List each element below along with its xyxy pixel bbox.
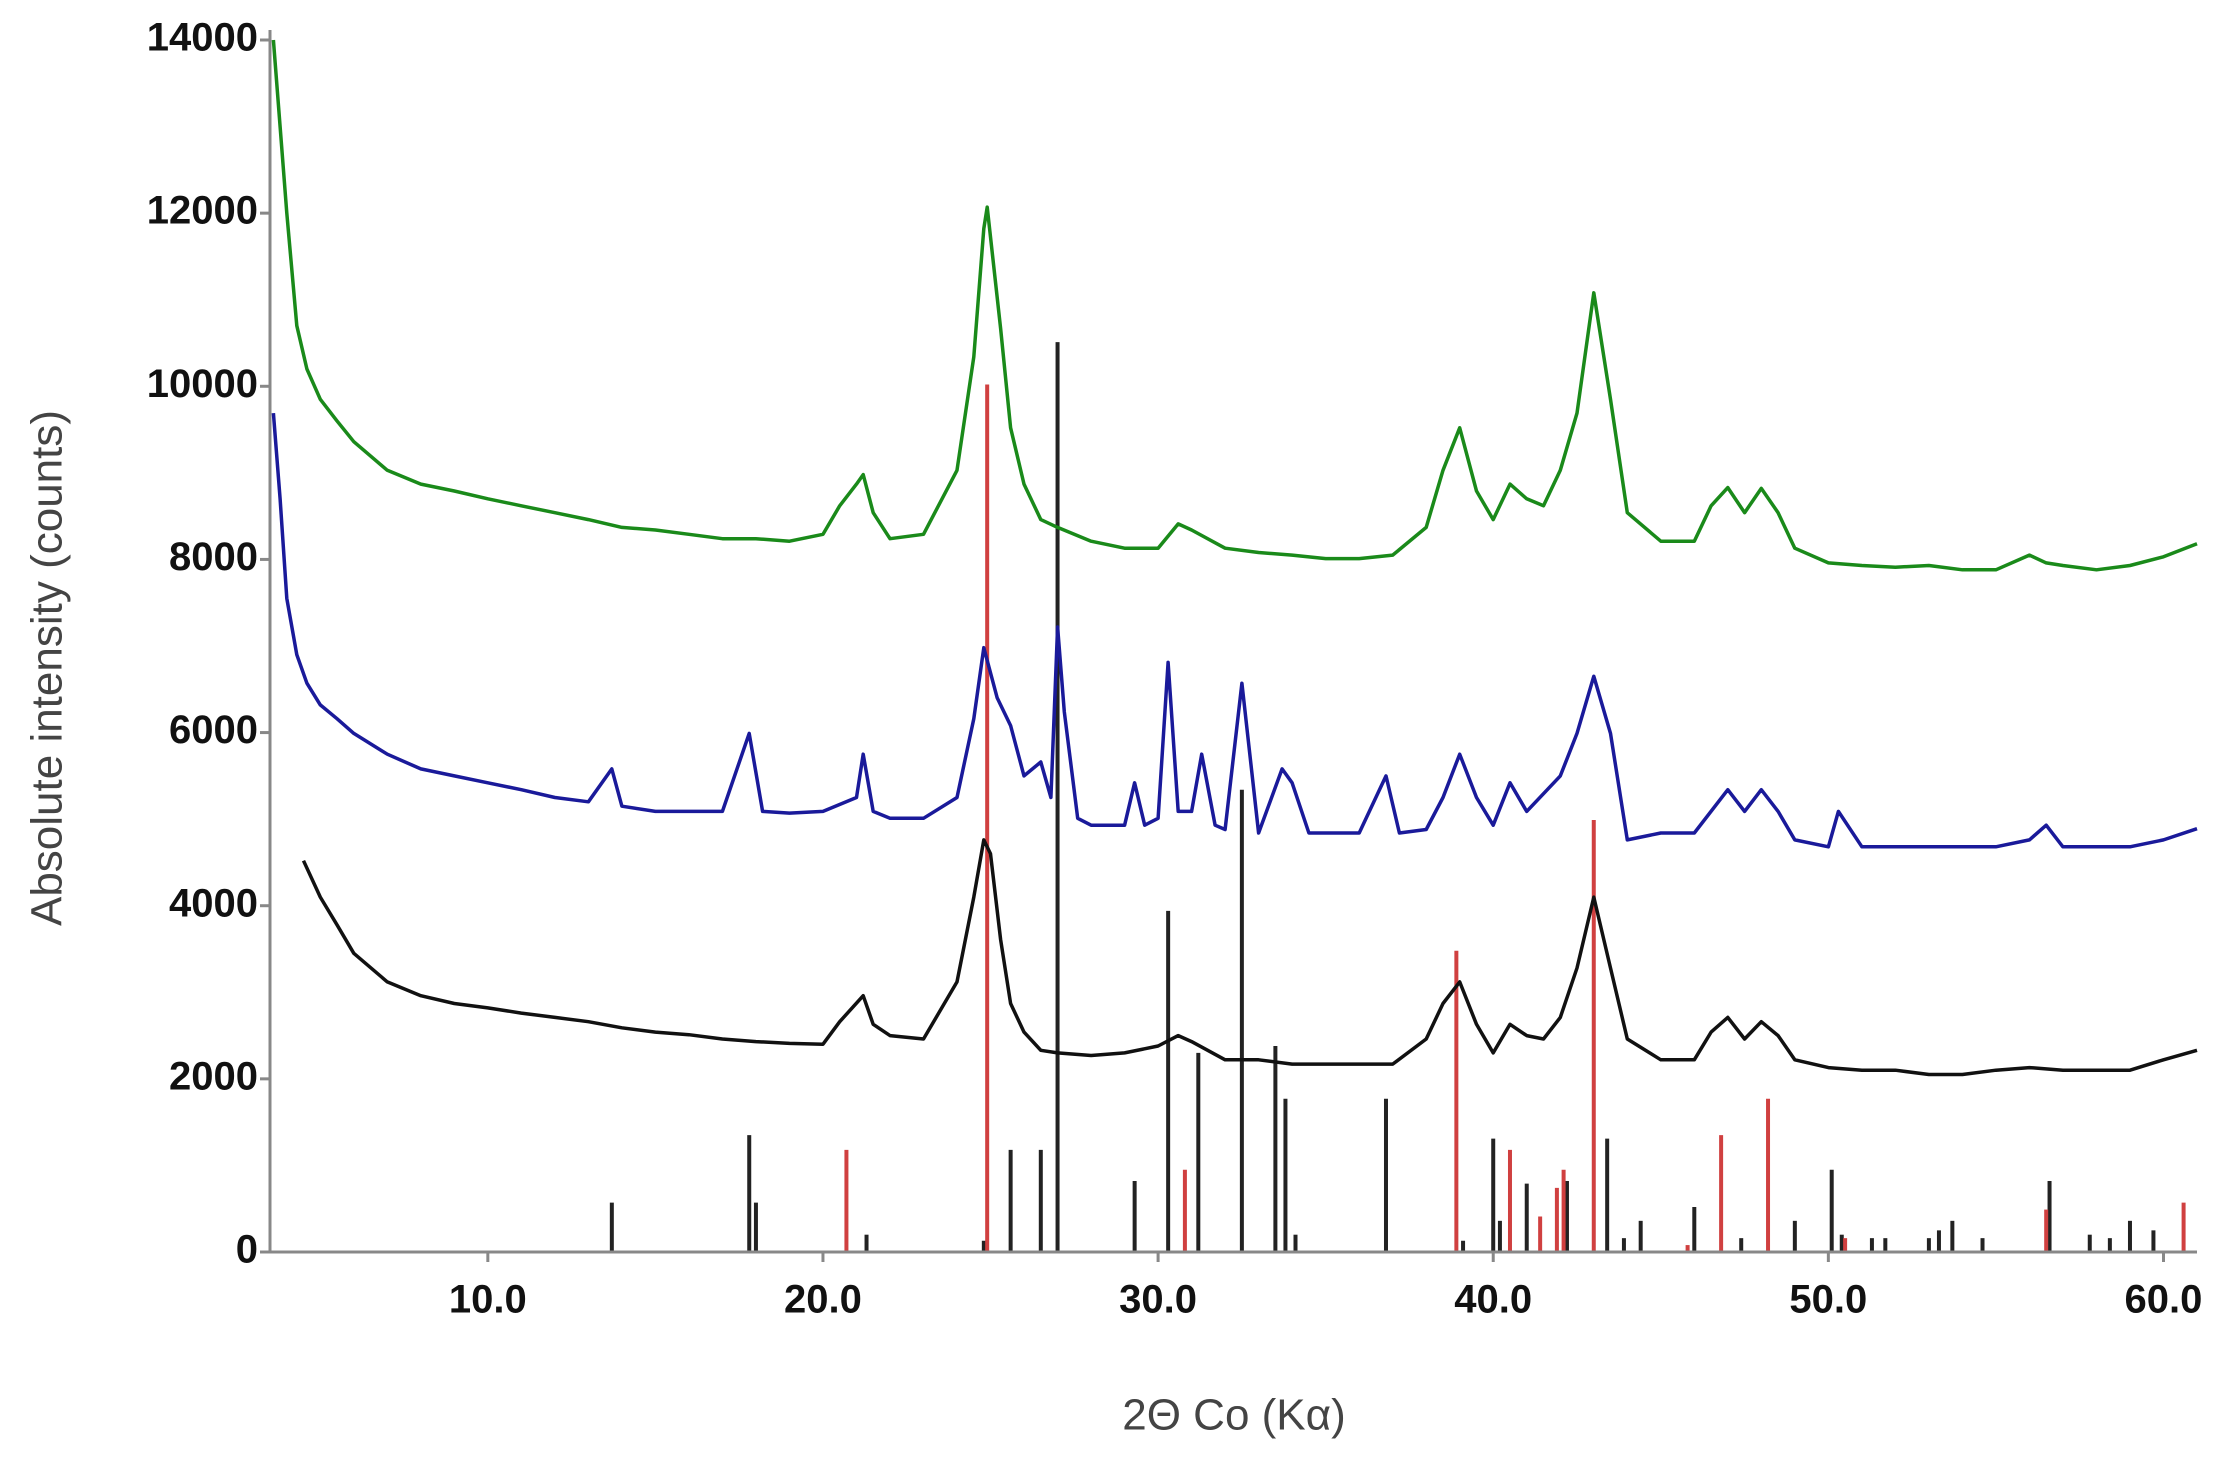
pattern-line: [301, 838, 2198, 1077]
pattern-line: [271, 39, 2198, 572]
x-tick-label: 60.0: [2125, 1278, 2203, 1322]
y-tick-label: 10000: [147, 362, 258, 406]
y-axis-label: Absolute intensity (counts): [23, 410, 72, 926]
y-tick-label: 4000: [169, 881, 258, 925]
y-tick-label: 6000: [169, 708, 258, 752]
x-axis-label: 2Θ Co (Kα): [1122, 1391, 1345, 1440]
x-tick-label: 50.0: [1789, 1278, 1867, 1322]
y-tick-label: 8000: [169, 535, 258, 579]
y-tick-label: 2000: [169, 1054, 258, 1098]
x-tick-label: 10.0: [449, 1278, 527, 1322]
y-tick-label: 12000: [147, 189, 258, 233]
y-tick-label: 0: [236, 1228, 258, 1272]
y-tick-label: 14000: [147, 16, 258, 60]
x-tick-label: 40.0: [1454, 1278, 1532, 1322]
x-tick-label: 20.0: [784, 1278, 862, 1322]
x-tick-label: 30.0: [1119, 1278, 1197, 1322]
pattern-line: [271, 412, 2198, 849]
